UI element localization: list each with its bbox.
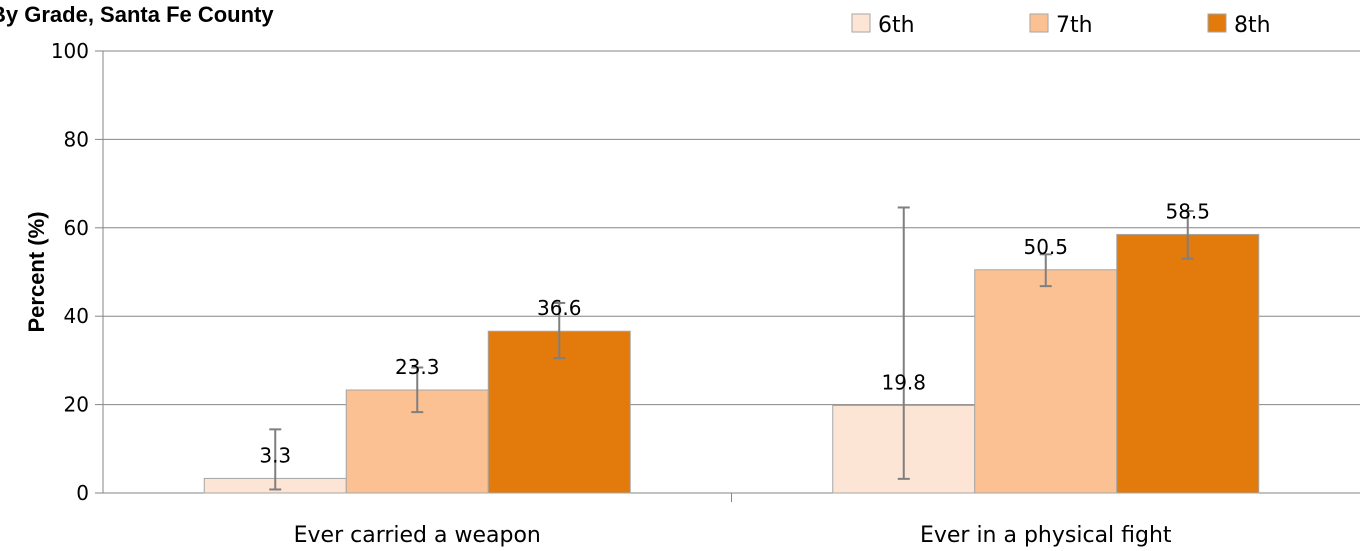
data-label: 58.5	[1165, 199, 1210, 223]
data-label: 36.6	[537, 296, 582, 320]
legend-label-6th: 6th	[878, 13, 915, 38]
data-label: 50.5	[1023, 235, 1068, 259]
legend-label-7th: 7th	[1056, 13, 1093, 38]
data-label: 3.3	[259, 443, 291, 467]
y-tick-label: 20	[64, 393, 89, 417]
data-label: 23.3	[395, 355, 440, 379]
chart-title: By Grade, Santa Fe County	[0, 2, 274, 27]
y-axis-label: Percent (%)	[24, 211, 49, 332]
y-tick-label: 60	[64, 216, 89, 240]
legend-swatch-6th	[851, 13, 871, 33]
y-tick-label: 80	[64, 127, 89, 151]
data-label: 19.8	[881, 370, 926, 394]
legend-swatch-7th	[1029, 13, 1049, 33]
y-tick-label: 40	[64, 304, 89, 328]
bar-8th	[1116, 233, 1260, 494]
x-category-label: Ever carried a weapon	[294, 523, 541, 548]
y-tick-label: 100	[51, 39, 89, 63]
legend-label-8th: 8th	[1234, 13, 1271, 38]
x-category-label: Ever in a physical fight	[920, 523, 1172, 548]
bar-7th	[974, 269, 1118, 494]
legend-swatch-8th	[1207, 13, 1227, 33]
y-tick-label: 0	[76, 481, 89, 505]
